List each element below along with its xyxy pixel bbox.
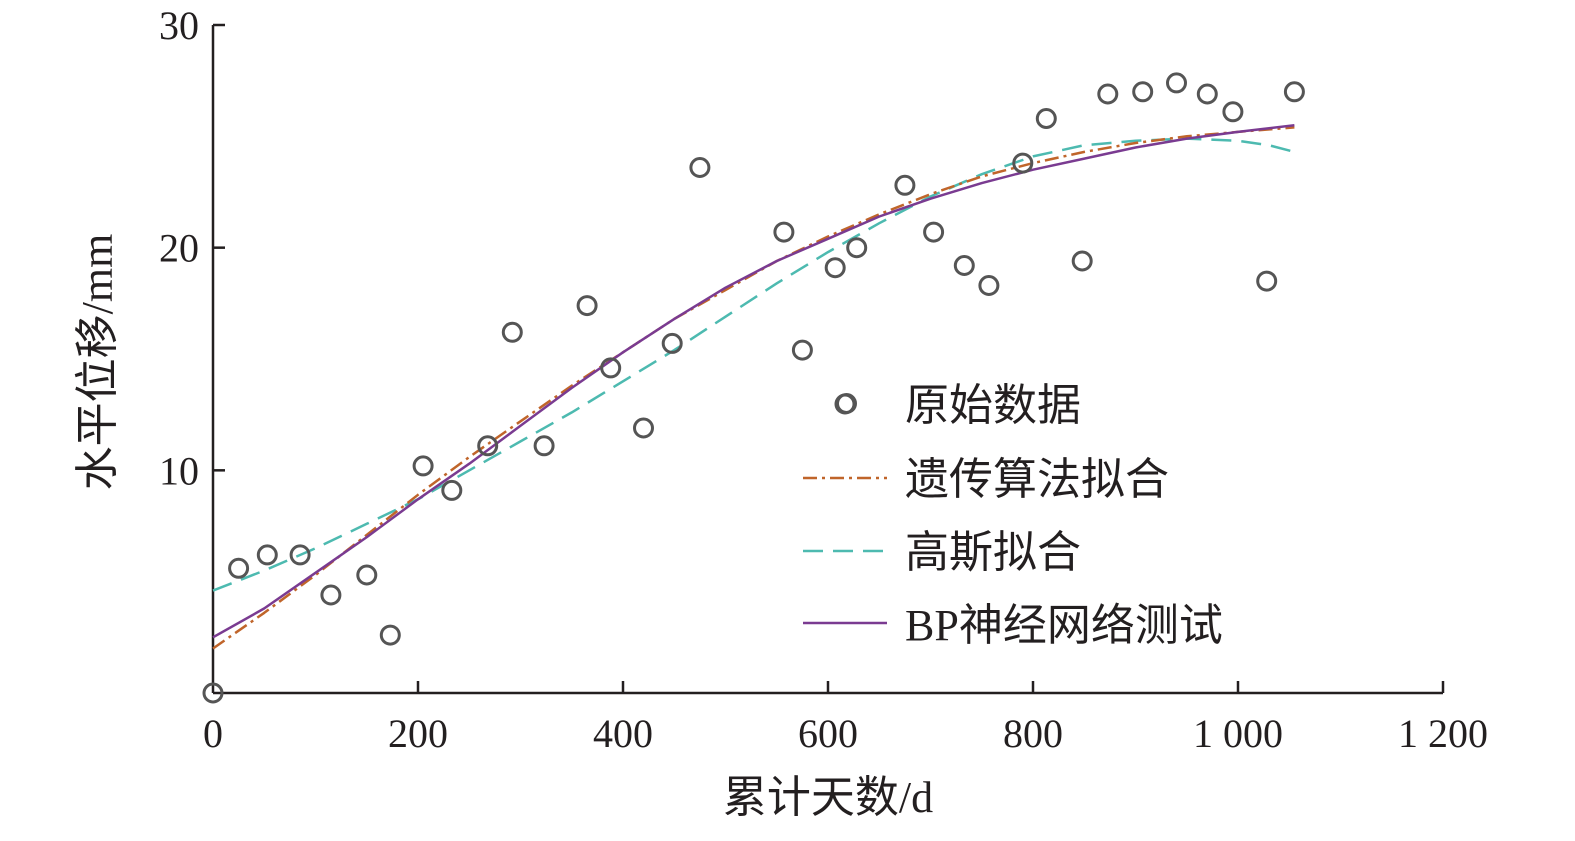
legend-label-ga-fit: 遗传算法拟合 — [905, 455, 1169, 504]
data-point — [228, 557, 250, 579]
series-line-gauss-fit — [212, 137, 1295, 592]
legend-marker-raw-data — [834, 393, 856, 415]
data-point — [379, 624, 401, 646]
legend-item-ga-fit: 遗传算法拟合 — [803, 455, 1169, 504]
data-point — [600, 357, 622, 379]
data-point — [1012, 152, 1034, 174]
x-axis-title: 累计天数/d — [723, 773, 933, 822]
data-point — [1283, 81, 1305, 103]
data-point — [689, 157, 711, 178]
data-point — [256, 544, 278, 566]
data-point — [501, 321, 523, 343]
series-line-bp-test — [212, 123, 1295, 639]
legend-item-bp-test: BP神经网络测试 — [803, 601, 1223, 650]
data-point — [576, 295, 598, 317]
data-point — [661, 332, 683, 354]
data-point — [846, 237, 868, 259]
data-point — [1222, 101, 1244, 123]
data-point — [289, 544, 311, 566]
legend-label-raw-data: 原始数据 — [905, 381, 1081, 430]
data-point — [953, 255, 975, 276]
data-point — [978, 275, 1000, 296]
data-point — [923, 221, 945, 243]
data-point — [1071, 250, 1093, 272]
data-point — [773, 221, 795, 243]
data-point — [1166, 72, 1187, 94]
data-point — [791, 339, 813, 361]
data-point — [533, 435, 555, 457]
x-tick-label: 400 — [593, 711, 653, 756]
data-point — [1196, 83, 1218, 105]
data-point — [1132, 81, 1154, 103]
y-tick-label: 20 — [159, 226, 199, 271]
x-tick-label: 0 — [203, 711, 223, 756]
x-tick-label: 800 — [1003, 711, 1063, 756]
y-tick-label: 30 — [159, 3, 199, 48]
data-point — [1035, 108, 1057, 129]
y-axis-title: 水平位移/mm — [73, 234, 122, 491]
legend-label-gauss-fit: 高斯拟合 — [905, 528, 1081, 577]
data-point — [824, 257, 846, 279]
data-point — [1256, 270, 1278, 292]
axes — [211, 25, 1443, 695]
legend-item-raw-data: 原始数据 — [834, 381, 1081, 430]
data-point — [1097, 83, 1119, 105]
ticks: 0 200 400 600 800 1 000 1 200 10 20 30 — [159, 3, 1488, 756]
series-layer — [202, 72, 1305, 704]
data-point — [477, 435, 499, 457]
data-point — [441, 479, 463, 501]
x-tick-label: 600 — [798, 711, 858, 756]
x-tick-label: 1 000 — [1193, 711, 1283, 756]
data-point — [633, 417, 654, 439]
data-point — [356, 564, 378, 586]
legend: 原始数据 遗传算法拟合 高斯拟合 BP神经网络测试 — [803, 381, 1223, 650]
legend-item-gauss-fit: 高斯拟合 — [803, 528, 1081, 577]
data-point — [202, 682, 224, 704]
data-point — [320, 584, 342, 606]
x-tick-label: 1 200 — [1398, 711, 1488, 756]
legend-label-bp-test: BP神经网络测试 — [905, 601, 1223, 650]
x-tick-label: 200 — [388, 711, 448, 756]
data-point — [894, 174, 916, 196]
y-tick-label: 10 — [159, 448, 199, 493]
data-point — [412, 455, 434, 477]
